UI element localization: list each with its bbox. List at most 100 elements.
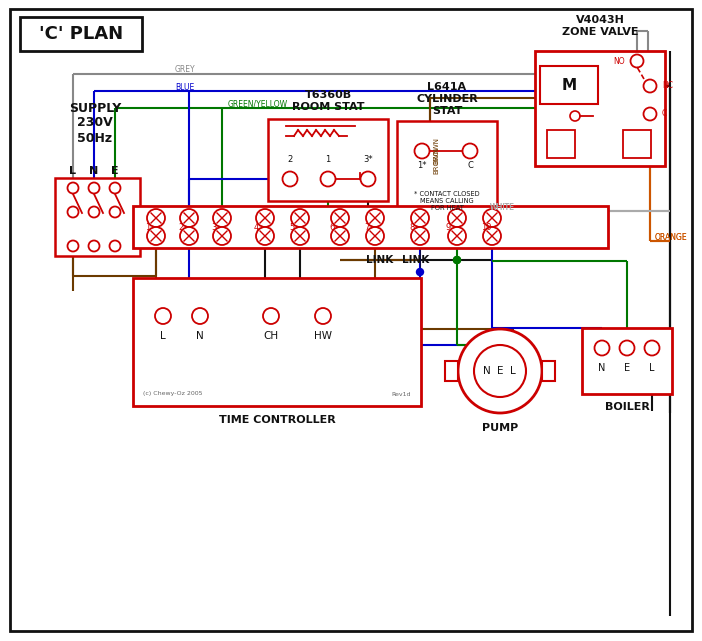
Circle shape <box>67 183 79 194</box>
Text: GREEN/YELLOW: GREEN/YELLOW <box>228 99 288 108</box>
Text: C: C <box>467 162 473 171</box>
Bar <box>540 66 598 104</box>
Text: 9: 9 <box>446 224 451 233</box>
Circle shape <box>483 227 501 245</box>
Circle shape <box>110 240 121 251</box>
Bar <box>582 328 672 394</box>
Text: C: C <box>662 110 667 119</box>
Circle shape <box>474 345 526 397</box>
Text: WHITE: WHITE <box>490 203 515 212</box>
Text: N: N <box>196 331 204 341</box>
Text: CH: CH <box>263 331 279 341</box>
Circle shape <box>213 209 231 227</box>
Text: BROWN: BROWN <box>433 147 439 174</box>
Circle shape <box>644 108 656 121</box>
Circle shape <box>263 308 279 324</box>
Text: 4: 4 <box>254 224 259 233</box>
Circle shape <box>321 172 336 187</box>
Text: * CONTACT CLOSED
MEANS CALLING
FOR HEAT: * CONTACT CLOSED MEANS CALLING FOR HEAT <box>414 191 479 211</box>
Text: NO: NO <box>614 56 625 65</box>
Text: L: L <box>160 331 166 341</box>
Circle shape <box>67 206 79 217</box>
Text: BLUE: BLUE <box>175 83 194 92</box>
Circle shape <box>411 227 429 245</box>
Bar <box>20 17 142 51</box>
Circle shape <box>411 209 429 227</box>
Circle shape <box>256 227 274 245</box>
Bar <box>535 51 665 166</box>
Text: 3*: 3* <box>363 154 373 163</box>
Circle shape <box>213 227 231 245</box>
Circle shape <box>463 144 477 158</box>
Circle shape <box>595 340 609 356</box>
Bar <box>268 119 388 201</box>
Circle shape <box>192 308 208 324</box>
Bar <box>133 278 421 406</box>
Circle shape <box>291 209 309 227</box>
Circle shape <box>256 209 274 227</box>
Circle shape <box>110 206 121 217</box>
Text: E: E <box>624 363 630 373</box>
Text: M: M <box>562 78 576 92</box>
Text: 2: 2 <box>178 224 183 233</box>
Text: 6: 6 <box>329 224 334 233</box>
Bar <box>445 361 458 381</box>
Bar <box>397 121 497 226</box>
Text: N: N <box>598 363 606 373</box>
Bar <box>623 130 651 158</box>
Text: 3: 3 <box>211 224 216 233</box>
Circle shape <box>570 111 580 121</box>
Circle shape <box>366 209 384 227</box>
Circle shape <box>448 209 466 227</box>
Circle shape <box>361 172 376 187</box>
Circle shape <box>147 227 165 245</box>
Circle shape <box>180 227 198 245</box>
Text: N: N <box>89 166 98 176</box>
Circle shape <box>88 206 100 217</box>
Bar <box>133 206 608 248</box>
Text: BROWN: BROWN <box>433 138 439 165</box>
Text: ORANGE: ORANGE <box>655 233 688 242</box>
Text: 5: 5 <box>289 224 294 233</box>
Text: V4043H
ZONE VALVE: V4043H ZONE VALVE <box>562 15 638 37</box>
Text: N: N <box>483 366 491 376</box>
Text: 1: 1 <box>325 154 331 163</box>
Circle shape <box>619 340 635 356</box>
Circle shape <box>331 227 349 245</box>
Circle shape <box>453 256 461 263</box>
Circle shape <box>180 209 198 227</box>
Text: 1*: 1* <box>417 162 427 171</box>
Text: L: L <box>510 366 516 376</box>
Text: NC: NC <box>662 81 673 90</box>
Text: 7: 7 <box>364 224 369 233</box>
Circle shape <box>67 240 79 251</box>
Text: 'C' PLAN: 'C' PLAN <box>39 25 123 43</box>
Bar <box>547 130 575 158</box>
Text: PUMP: PUMP <box>482 423 518 433</box>
Text: (c) Chewy-Oz 2005: (c) Chewy-Oz 2005 <box>143 392 202 397</box>
Circle shape <box>366 227 384 245</box>
Text: GREY: GREY <box>175 65 196 74</box>
Circle shape <box>282 172 298 187</box>
Text: E: E <box>111 166 119 176</box>
Circle shape <box>414 144 430 158</box>
Text: T6360B
ROOM STAT: T6360B ROOM STAT <box>292 90 364 112</box>
Text: L: L <box>649 363 655 373</box>
Text: L641A
CYLINDER
STAT: L641A CYLINDER STAT <box>416 83 478 115</box>
Text: LINK: LINK <box>366 255 394 265</box>
Text: 10: 10 <box>481 224 491 233</box>
Text: LINK: LINK <box>402 255 430 265</box>
Circle shape <box>88 240 100 251</box>
Circle shape <box>88 183 100 194</box>
Bar <box>55 178 140 256</box>
Text: TIME CONTROLLER: TIME CONTROLLER <box>218 415 336 425</box>
Text: L: L <box>69 166 77 176</box>
Text: BOILER: BOILER <box>604 402 649 412</box>
Circle shape <box>458 329 542 413</box>
Text: 2: 2 <box>287 154 293 163</box>
Text: 8: 8 <box>409 224 414 233</box>
Circle shape <box>315 308 331 324</box>
Bar <box>542 361 555 381</box>
Circle shape <box>155 308 171 324</box>
Text: ORANGE: ORANGE <box>655 233 688 242</box>
